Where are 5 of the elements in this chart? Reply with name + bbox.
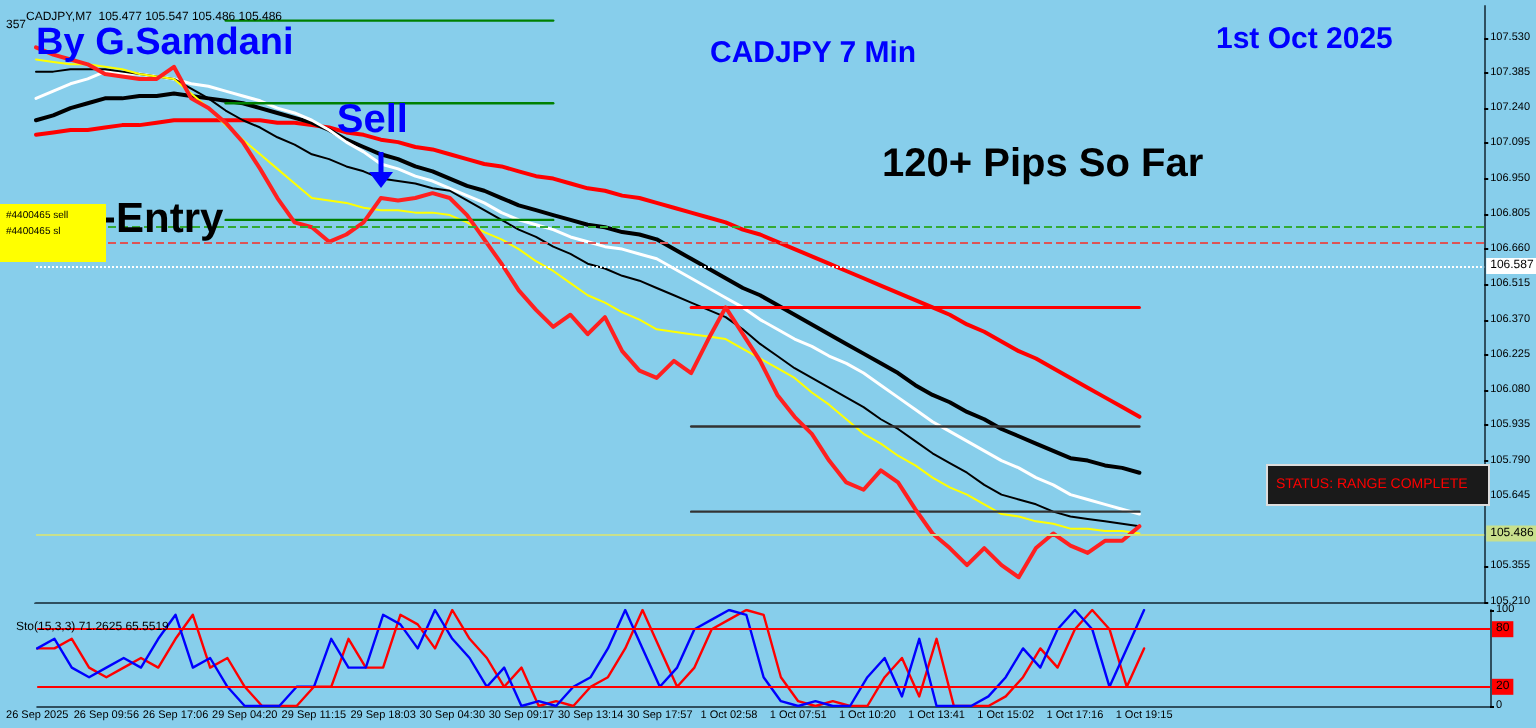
annotation: Sell: [336, 98, 408, 143]
annotation: 120+ Pips So Far: [882, 142, 1204, 186]
annotation: 1st Oct 2025: [1216, 22, 1393, 56]
annotation: By G.Samdani: [36, 22, 294, 64]
text: CADJPY 7 Min: [710, 36, 917, 70]
